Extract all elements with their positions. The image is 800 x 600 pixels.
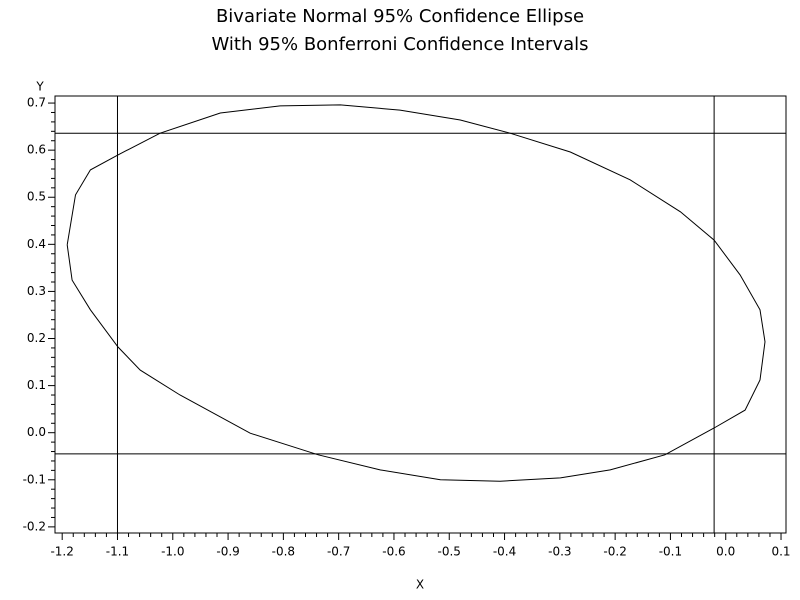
confidence-ellipse (66, 104, 766, 482)
y-tick-label: 0.2 (27, 331, 46, 345)
x-tick-label: -0.3 (548, 545, 571, 559)
y-tick-label: 0.5 (27, 190, 46, 204)
x-tick-label: -0.8 (272, 545, 295, 559)
x-tick-label: -0.1 (659, 545, 682, 559)
y-tick-label: 0.0 (27, 425, 46, 439)
y-tick-label: -0.1 (23, 472, 46, 486)
chart-title: Bivariate Normal 95% Confidence Ellipse (216, 6, 584, 27)
x-tick-label: 0.0 (716, 545, 735, 559)
x-tick-label: -0.9 (216, 545, 239, 559)
x-tick-label: -0.2 (603, 545, 626, 559)
y-tick-label: 0.1 (27, 378, 46, 392)
x-tick-label: -0.5 (438, 545, 461, 559)
y-tick-label: 0.6 (27, 143, 46, 157)
x-tick-label: -1.1 (106, 545, 129, 559)
y-tick-label: 0.7 (27, 96, 46, 110)
y-axis-label: Y (35, 80, 44, 94)
y-tick-label: -0.2 (23, 519, 46, 533)
x-tick-label: -1.2 (50, 545, 73, 559)
chart-subtitle: With 95% Bonferroni Confidence Intervals (212, 34, 589, 55)
x-axis-label: X (416, 578, 424, 592)
x-tick-label: -1.0 (161, 545, 184, 559)
y-tick-label: 0.3 (27, 284, 46, 298)
x-tick-label: -0.4 (493, 545, 516, 559)
x-tick-label: -0.7 (327, 545, 350, 559)
y-tick-label: 0.4 (27, 237, 46, 251)
plot-frame (54, 95, 787, 534)
x-tick-label: 0.1 (771, 545, 790, 559)
x-tick-label: -0.6 (382, 545, 405, 559)
